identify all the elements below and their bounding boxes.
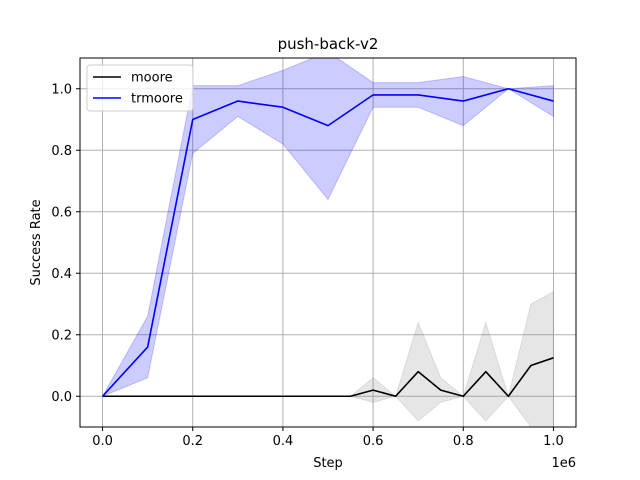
y-tick-label: 1.0	[51, 82, 72, 97]
x-tick-label: 0.4	[273, 434, 294, 449]
line-trmoore	[101, 87, 554, 397]
line-moore	[102, 357, 554, 398]
y-tick-label: 0.8	[51, 144, 72, 159]
x-tick-label: 0.0	[92, 434, 113, 449]
y-tick-label: 0.0	[51, 390, 72, 405]
y-tick-label: 0.2	[51, 328, 72, 343]
legend-label-trmoore: trmoore	[131, 92, 183, 107]
x-tick-label: 0.8	[453, 434, 474, 449]
x-tick-label: 0.2	[182, 434, 203, 449]
x-axis-label: Step	[313, 456, 343, 471]
ticks: 0.0 0.2 0.4 0.6 0.8 1.0 0.0 0.2 0.4 0.6 0.8 1.0	[51, 82, 563, 449]
x-tick-label: 0.6	[363, 434, 384, 449]
y-tick-label: 0.4	[51, 267, 72, 282]
y-axis-label: Success Rate	[29, 199, 44, 285]
band-moore	[102, 290, 554, 427]
y-tick-label: 0.6	[51, 205, 72, 220]
series-lines	[101, 87, 554, 398]
legend-label-moore: moore	[131, 71, 173, 86]
x-offset-label: 1e6	[551, 456, 576, 471]
plot-frame	[79, 57, 577, 428]
legend: moore trmoore	[86, 64, 194, 112]
chart-title: push-back-v2	[278, 35, 379, 53]
x-tick-label: 1.0	[543, 434, 564, 449]
